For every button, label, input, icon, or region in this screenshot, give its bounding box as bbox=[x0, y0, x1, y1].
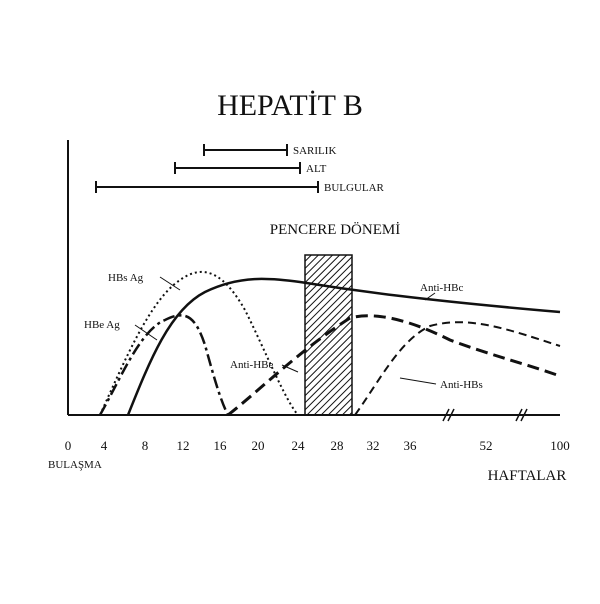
curve-label: Anti-HBs bbox=[440, 379, 483, 391]
bar-label: ALT bbox=[306, 163, 327, 175]
axis-breaks bbox=[442, 408, 528, 422]
x-tick-label: 20 bbox=[252, 438, 265, 453]
x-ticks: 0 4 8 12 16 20 24 28 32 36 52 100 bbox=[65, 438, 570, 453]
x-tick-label: 4 bbox=[101, 438, 108, 453]
bar-label: BULGULAR bbox=[324, 182, 385, 194]
curves bbox=[98, 270, 561, 417]
x-axis-label: HAFTALAR bbox=[488, 468, 567, 484]
x-tick-label: 24 bbox=[292, 438, 306, 453]
x-tick-label: 12 bbox=[177, 438, 190, 453]
leader-lines bbox=[134, 276, 437, 385]
curve-label: HBs Ag bbox=[108, 272, 144, 284]
start-label: BULAŞMA bbox=[48, 459, 102, 471]
x-tick-label: 100 bbox=[550, 438, 570, 453]
bar-label: SARILIK bbox=[293, 145, 336, 157]
window-label: PENCERE DÖNEMİ bbox=[270, 221, 400, 238]
x-tick-label: 52 bbox=[480, 438, 493, 453]
duration-bars bbox=[95, 144, 319, 193]
title: HEPATİT B bbox=[217, 89, 363, 122]
x-tick-label: 8 bbox=[142, 438, 149, 453]
x-tick-label: 32 bbox=[367, 438, 380, 453]
x-tick-label: 36 bbox=[404, 438, 418, 453]
window-period bbox=[304, 254, 353, 416]
x-tick-label: 28 bbox=[331, 438, 344, 453]
x-tick-label: 16 bbox=[214, 438, 228, 453]
curve-label: Anti-HBc bbox=[420, 282, 464, 294]
curve-label: Anti-HBe bbox=[230, 359, 274, 371]
x-tick-label: 0 bbox=[65, 438, 72, 453]
curve-label: HBe Ag bbox=[84, 319, 120, 331]
